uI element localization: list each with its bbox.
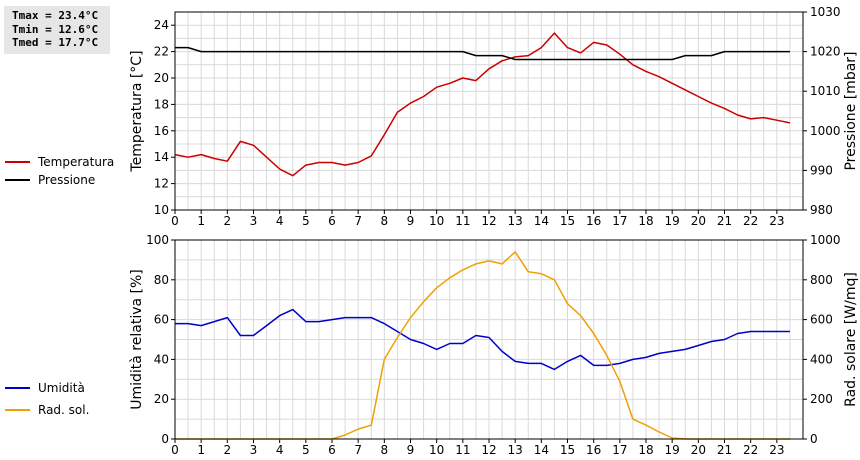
x-tick-label: 21 <box>717 214 732 228</box>
x-tick-label: 9 <box>407 214 415 228</box>
x-tick-label: 20 <box>691 214 706 228</box>
x-tick-label: 6 <box>328 214 336 228</box>
y-tick-label: 100 <box>146 233 169 247</box>
legend-label: Temperatura <box>37 155 114 169</box>
y2-tick-label: 1020 <box>810 45 841 59</box>
x-tick-label: 17 <box>612 443 627 457</box>
tmin-label: Tmin = 12.6°C <box>12 22 99 36</box>
x-tick-label: 5 <box>302 214 310 228</box>
x-tick-label: 13 <box>508 214 523 228</box>
y-tick-label: 20 <box>154 71 169 85</box>
x-tick-label: 15 <box>560 214 575 228</box>
y-axis-label: Temperatura [°C] <box>129 50 145 172</box>
x-tick-label: 13 <box>508 443 523 457</box>
y2-tick-label: 200 <box>810 392 833 406</box>
x-tick-label: 12 <box>481 443 496 457</box>
x-tick-label: 6 <box>328 443 336 457</box>
x-tick-label: 8 <box>381 214 389 228</box>
x-tick-label: 0 <box>171 214 179 228</box>
x-tick-label: 3 <box>250 214 258 228</box>
series-line-1 <box>174 32 791 177</box>
x-tick-label: 17 <box>612 214 627 228</box>
y2-tick-label: 1000 <box>810 124 841 138</box>
x-tick-label: 21 <box>717 443 732 457</box>
x-tick-label: 19 <box>665 214 680 228</box>
y-tick-label: 22 <box>154 45 169 59</box>
y2-tick-label: 1010 <box>810 84 841 98</box>
legend-label: Rad. sol. <box>38 403 89 417</box>
y2-tick-label: 1030 <box>810 5 841 19</box>
x-tick-label: 20 <box>691 443 706 457</box>
x-tick-label: 16 <box>586 214 601 228</box>
x-tick-label: 19 <box>665 443 680 457</box>
tmed-label: Tmed = 17.7°C <box>12 36 99 49</box>
series-line-2 <box>175 46 790 61</box>
x-tick-label: 22 <box>743 443 758 457</box>
y-tick-label: 0 <box>161 432 169 446</box>
y-tick-label: 20 <box>154 392 169 406</box>
x-tick-label: 5 <box>302 443 310 457</box>
chart-panel-1: 0 1 2 3 4 5 6 7 8 9 10 11 12 13 14 15 16 17 18 19 20 21 22 2310… <box>5 5 859 228</box>
x-tick-label: 1 <box>197 214 205 228</box>
y2-axis-label: Rad. solare [W/mq] <box>843 272 859 407</box>
y2-tick-label: 0 <box>810 432 818 446</box>
x-tick-label: 1 <box>197 443 205 457</box>
y-tick-label: 80 <box>154 273 169 287</box>
y-tick-label: 16 <box>154 124 169 138</box>
x-tick-label: 11 <box>455 214 470 228</box>
x-tick-label: 15 <box>560 443 575 457</box>
y2-tick-label: 400 <box>810 352 833 366</box>
x-tick-label: 22 <box>743 214 758 228</box>
y2-tick-label: 800 <box>810 273 833 287</box>
plot-frame <box>174 11 804 211</box>
y2-tick-label: 990 <box>810 163 833 177</box>
y2-axis-label: Pressione [mbar] <box>843 51 859 170</box>
x-tick-label: 8 <box>381 443 389 457</box>
legend-label: Umidità <box>38 381 85 395</box>
x-tick-label: 4 <box>276 214 284 228</box>
y-tick-label: 12 <box>154 177 169 191</box>
x-tick-label: 18 <box>638 214 653 228</box>
x-tick-label: 0 <box>171 443 179 457</box>
y-tick-label: 40 <box>154 352 169 366</box>
y-tick-label: 60 <box>154 313 169 327</box>
y-tick-label: 18 <box>154 97 169 111</box>
plot-frame <box>174 239 804 440</box>
x-tick-label: 14 <box>534 443 549 457</box>
x-tick-label: 23 <box>769 443 784 457</box>
x-tick-label: 14 <box>534 214 549 228</box>
x-tick-label: 18 <box>638 443 653 457</box>
stats-box: Tmax = 23.4°C Tmin = 12.6°C Tmed = 17.7°… <box>4 6 110 54</box>
legend-label: Pressione <box>38 173 95 187</box>
chart-panel-2: 0 1 2 3 4 5 6 7 8 9 10 11 12 13 14 15 16 17 18 19 20 21 22 2302… <box>5 233 859 457</box>
x-tick-label: 11 <box>455 443 470 457</box>
x-tick-label: 10 <box>429 214 444 228</box>
series-line-1 <box>175 308 790 371</box>
y-axis-label: Umidità relativa [%] <box>129 269 145 410</box>
x-tick-label: 16 <box>586 443 601 457</box>
x-tick-label: 10 <box>429 443 444 457</box>
y-tick-label: 24 <box>154 18 169 32</box>
x-tick-label: 2 <box>224 214 232 228</box>
x-tick-label: 4 <box>276 443 284 457</box>
x-tick-label: 2 <box>224 443 232 457</box>
y-tick-label: 14 <box>154 150 169 164</box>
y2-tick-label: 600 <box>810 313 833 327</box>
x-tick-label: 23 <box>769 214 784 228</box>
x-tick-label: 3 <box>250 443 258 457</box>
y2-tick-label: 980 <box>810 203 833 217</box>
x-tick-label: 12 <box>481 214 496 228</box>
y-tick-label: 10 <box>154 203 169 217</box>
x-tick-label: 9 <box>407 443 415 457</box>
x-tick-label: 7 <box>354 443 362 457</box>
tmax-label: Tmax = 23.4°C <box>12 9 99 22</box>
x-tick-label: 7 <box>354 214 362 228</box>
y2-tick-label: 1000 <box>810 233 841 247</box>
